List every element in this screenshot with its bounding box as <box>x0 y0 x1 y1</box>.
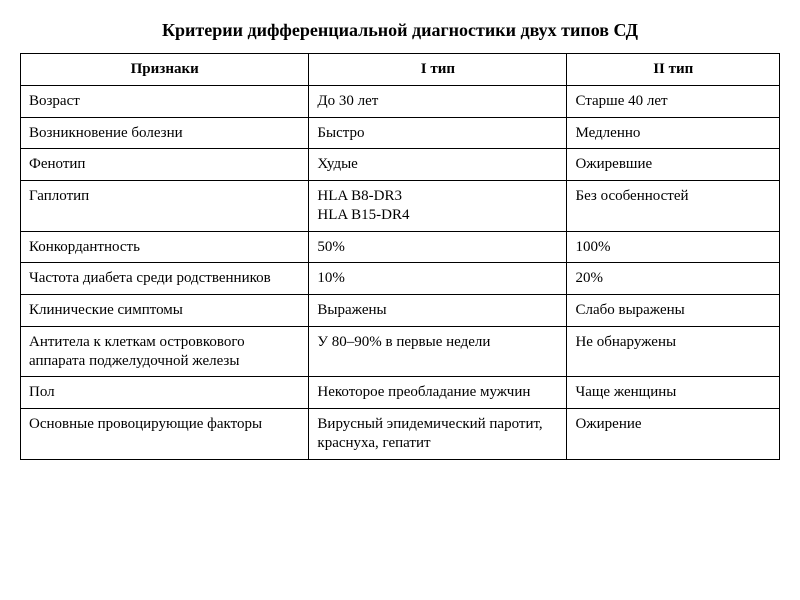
table-row: Возникновение болезни Быстро Медленно <box>21 117 780 149</box>
cell-type2: Ожиревшие <box>567 149 780 181</box>
cell-feature: Возникновение болезни <box>21 117 309 149</box>
document-container: Критерии дифференциальной диагностики дв… <box>20 20 780 460</box>
cell-type2: Без особенностей <box>567 181 780 232</box>
table-row: Частота диабета среди родственников 10% … <box>21 263 780 295</box>
cell-type1: 10% <box>309 263 567 295</box>
cell-feature: Клинические симптомы <box>21 295 309 327</box>
cell-type1: Вирусный эпидемический паротит, краснуха… <box>309 409 567 460</box>
cell-type2: Чаще женщины <box>567 377 780 409</box>
table-row: Основные провоцирующие факторы Вирусный … <box>21 409 780 460</box>
col-header-type1: I тип <box>309 54 567 86</box>
cell-type1: У 80–90% в первые недели <box>309 326 567 377</box>
table-row: Конкордантность 50% 100% <box>21 231 780 263</box>
table-row: Гаплотип HLA B8-DR3HLA B15-DR4 Без особе… <box>21 181 780 232</box>
cell-feature: Антитела к клеткам островкового аппарата… <box>21 326 309 377</box>
table-header-row: Признаки I тип II тип <box>21 54 780 86</box>
cell-type1: До 30 лет <box>309 85 567 117</box>
cell-type2: 100% <box>567 231 780 263</box>
cell-type1: Некоторое преобладание мужчин <box>309 377 567 409</box>
table-row: Пол Некоторое преобладание мужчин Чаще ж… <box>21 377 780 409</box>
table-row: Фенотип Худые Ожиревшие <box>21 149 780 181</box>
col-header-features: Признаки <box>21 54 309 86</box>
cell-type1: HLA B8-DR3HLA B15-DR4 <box>309 181 567 232</box>
cell-type1: 50% <box>309 231 567 263</box>
cell-feature: Частота диабета среди родственников <box>21 263 309 295</box>
table-row: Антитела к клеткам островкового аппарата… <box>21 326 780 377</box>
cell-feature: Основные провоцирующие факторы <box>21 409 309 460</box>
cell-type2: Медленно <box>567 117 780 149</box>
cell-type2: Не обнаружены <box>567 326 780 377</box>
cell-feature: Фенотип <box>21 149 309 181</box>
page-title: Критерии дифференциальной диагностики дв… <box>20 20 780 41</box>
cell-type2: 20% <box>567 263 780 295</box>
table-body: Возраст До 30 лет Старше 40 лет Возникно… <box>21 85 780 459</box>
cell-type1: Худые <box>309 149 567 181</box>
col-header-type2: II тип <box>567 54 780 86</box>
cell-type1: Быстро <box>309 117 567 149</box>
cell-feature: Конкордантность <box>21 231 309 263</box>
cell-type2: Слабо выражены <box>567 295 780 327</box>
cell-feature: Возраст <box>21 85 309 117</box>
cell-type2: Старше 40 лет <box>567 85 780 117</box>
cell-feature: Гаплотип <box>21 181 309 232</box>
cell-feature: Пол <box>21 377 309 409</box>
table-row: Клинические симптомы Выражены Слабо выра… <box>21 295 780 327</box>
cell-type1: Выражены <box>309 295 567 327</box>
cell-type2: Ожирение <box>567 409 780 460</box>
criteria-table: Признаки I тип II тип Возраст До 30 лет … <box>20 53 780 460</box>
table-row: Возраст До 30 лет Старше 40 лет <box>21 85 780 117</box>
